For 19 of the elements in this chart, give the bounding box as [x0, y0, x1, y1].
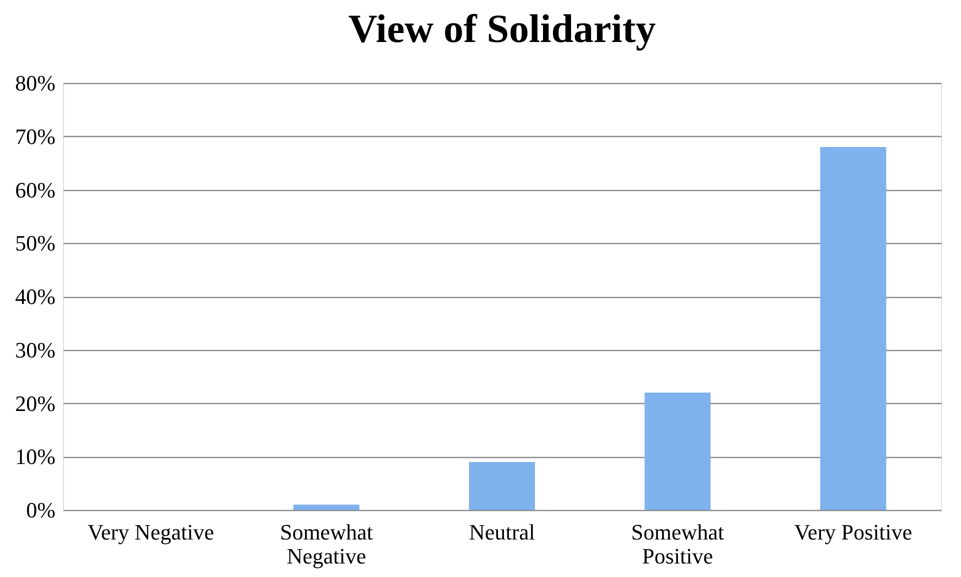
x-tick-label: Neutral: [469, 520, 535, 544]
y-tick-label: 40%: [15, 284, 56, 309]
y-tick-label: 20%: [15, 390, 56, 416]
y-tick-label: 60%: [15, 177, 56, 202]
x-tick-label: Somewhat Positive: [631, 520, 724, 568]
y-tick-label: 80%: [15, 70, 56, 96]
y-tick-label: 50%: [15, 230, 56, 256]
y-tick-label: 10%: [15, 444, 56, 470]
bar: [644, 392, 711, 510]
y-tick-label: 0%: [26, 498, 56, 522]
chart-title: View of Solidarity: [348, 6, 656, 51]
x-tick-label: Very Negative: [88, 520, 214, 544]
x-tick-label: Somewhat Negative: [280, 520, 373, 568]
y-tick-label: 30%: [15, 337, 56, 362]
x-tick-label: Very Positive: [794, 520, 912, 544]
bar: [820, 147, 886, 510]
bar: [293, 504, 360, 510]
bar: [469, 462, 535, 510]
y-tick-label: 70%: [15, 124, 56, 149]
